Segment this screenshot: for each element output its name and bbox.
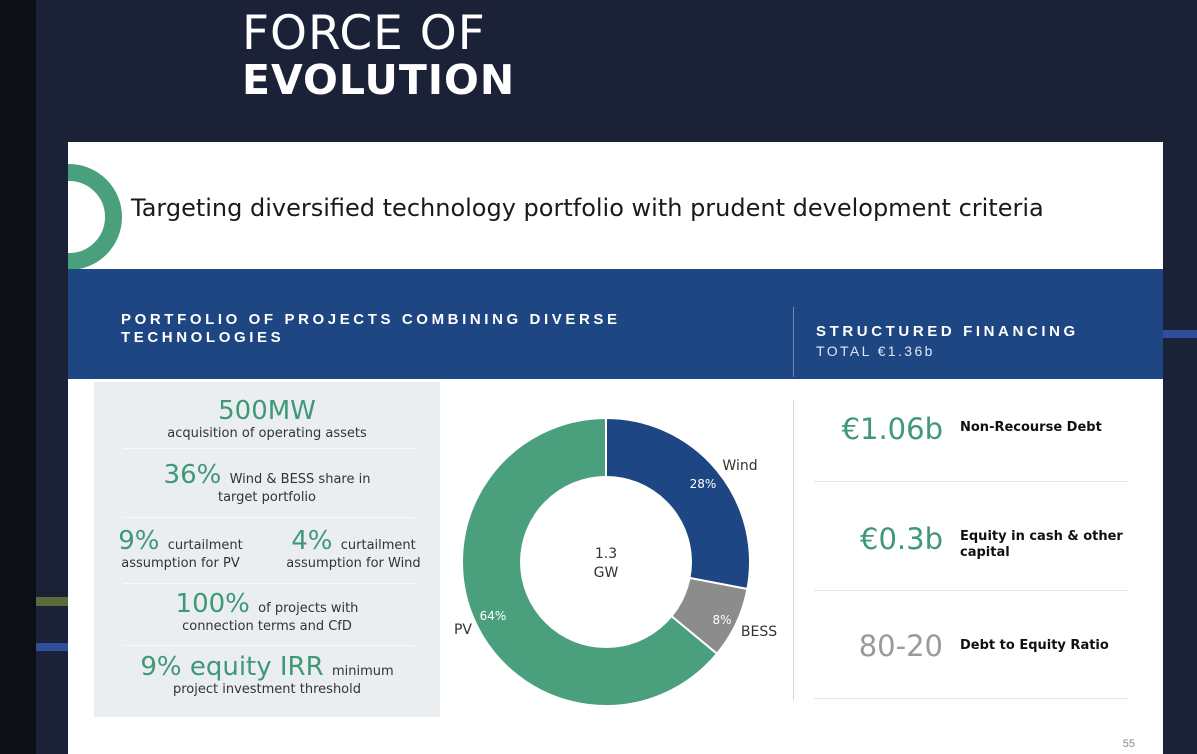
metric-divider — [124, 448, 414, 449]
metric-text: of projects with — [258, 601, 359, 616]
slice-label-wind: Wind — [722, 458, 757, 474]
capacity-donut-chart: 1.3 GW Wind 28% BESS 8% PV 64% — [454, 416, 777, 707]
financing-row-divider — [814, 590, 1128, 591]
metric-text: Wind & BESS share in — [229, 472, 371, 487]
metric-divider — [124, 517, 414, 518]
metric-text: minimum — [331, 664, 394, 679]
financing-total: TOTAL €1.36b — [816, 343, 935, 359]
metric-text: curtailment — [340, 538, 416, 553]
accent-bar-blue — [36, 643, 68, 651]
metric-operating-assets: 500MW acquisition of operating assets — [94, 396, 440, 441]
financing-row-divider — [814, 698, 1128, 699]
metric-value: 36% — [163, 460, 222, 490]
page-number: 55 — [1122, 738, 1135, 750]
left-edge-strip — [0, 0, 36, 754]
financing-label: Non-Recourse Debt — [960, 420, 1102, 435]
metric-value: 4% — [291, 526, 333, 556]
metric-text: connection terms and CfD — [182, 619, 352, 634]
slice-value-bess: 8% — [712, 613, 731, 627]
financing-label-line: capital — [960, 545, 1010, 560]
accent-bar-right — [1163, 330, 1197, 338]
chart-center-value: 1.3 — [595, 546, 617, 562]
metric-value: 100% — [175, 589, 250, 619]
financing-label-line: Equity in cash & other — [960, 529, 1123, 544]
slice-value-pv: 64% — [480, 609, 507, 623]
metric-divider — [124, 645, 414, 646]
logo-line-1: FORCE OF — [242, 6, 486, 61]
financing-row-divider — [814, 481, 1128, 482]
financing-divider — [793, 400, 794, 700]
metric-value: 9% — [118, 526, 160, 556]
metric-value: 9% equity IRR — [140, 652, 324, 682]
metric-pv-curtailment: 9% curtailment assumption for PV — [94, 526, 267, 571]
slide-headline: Targeting diversified technology portfol… — [131, 194, 1044, 222]
donut-hole — [520, 476, 692, 648]
financing-label: Equity in cash & other capital — [960, 529, 1123, 561]
financing-section-header: STRUCTURED FINANCING TOTAL €1.36b — [816, 323, 1079, 359]
metric-text: assumption for PV — [121, 556, 240, 571]
ring-decoration — [68, 164, 122, 270]
slice-label-pv: PV — [454, 622, 472, 638]
metric-equity-irr: 9% equity IRR minimum project investment… — [94, 652, 440, 697]
band-divider — [793, 307, 794, 377]
financing-amount: €1.06b — [841, 412, 943, 446]
portfolio-metrics-panel: 500MW acquisition of operating assets 36… — [94, 382, 440, 717]
slice-label-bess: BESS — [741, 624, 777, 640]
section-band: PORTFOLIO OF PROJECTS COMBINING DIVERSE … — [68, 269, 1163, 379]
metric-text: project investment threshold — [172, 682, 362, 697]
financing-amount: €0.3b — [860, 522, 943, 556]
metric-value: 500MW — [218, 396, 316, 426]
financing-amount: 80-20 — [858, 629, 943, 663]
portfolio-section-title: PORTFOLIO OF PROJECTS COMBINING DIVERSE … — [121, 311, 621, 346]
financing-label: Debt to Equity Ratio — [960, 638, 1109, 653]
metric-divider — [124, 583, 414, 584]
financing-section-title: STRUCTURED FINANCING — [816, 323, 1079, 340]
brand-logo: FORCE OF EVOLUTION — [242, 10, 515, 103]
logo-line-2: EVOLUTION — [242, 56, 516, 104]
slice-value-wind: 28% — [690, 477, 717, 491]
metric-text: assumption for Wind — [286, 556, 421, 571]
slide-content: Targeting diversified technology portfol… — [68, 142, 1163, 754]
metric-wind-curtailment: 4% curtailment assumption for Wind — [267, 526, 440, 571]
metric-connection-terms: 100% of projects with connection terms a… — [94, 589, 440, 634]
accent-bar-green — [36, 597, 68, 606]
metric-wind-bess-share: 36% Wind & BESS share in target portfoli… — [94, 460, 440, 505]
chart-center-unit: GW — [594, 565, 619, 581]
metric-text: acquisition of operating assets — [167, 426, 367, 441]
metric-text: curtailment — [167, 538, 243, 553]
metric-text: target portfolio — [217, 490, 316, 505]
